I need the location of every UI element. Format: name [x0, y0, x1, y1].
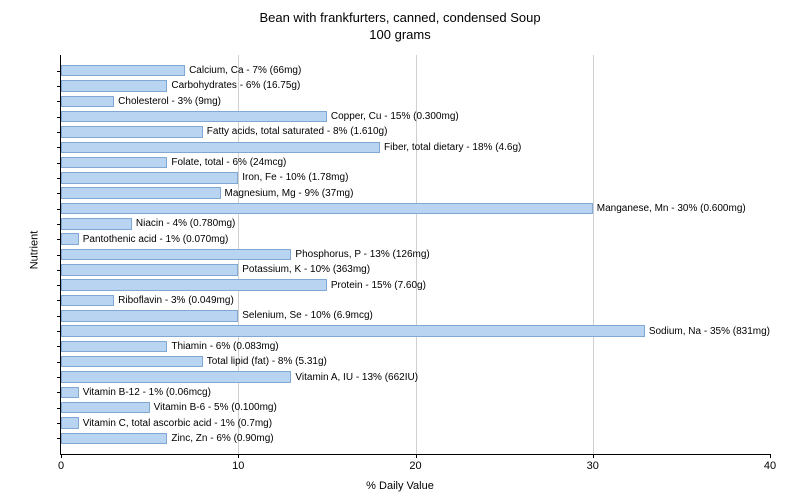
bar-row: Carbohydrates - 6% (16.75g)	[61, 80, 770, 91]
nutrient-bar	[61, 387, 79, 398]
bar-row: Vitamin B-6 - 5% (0.100mg)	[61, 402, 770, 413]
nutrient-bar-label: Folate, total - 6% (24mcg)	[171, 157, 286, 168]
nutrient-bar-label: Iron, Fe - 10% (1.78mg)	[242, 172, 348, 183]
bar-row: Niacin - 4% (0.780mg)	[61, 218, 770, 229]
x-tick-mark	[238, 454, 239, 458]
bar-row: Total lipid (fat) - 8% (5.31g)	[61, 356, 770, 367]
x-tick-mark	[61, 454, 62, 458]
nutrient-bar-label: Riboflavin - 3% (0.049mg)	[118, 295, 234, 306]
bar-row: Magnesium, Mg - 9% (37mg)	[61, 187, 770, 198]
nutrient-bar-label: Fiber, total dietary - 18% (4.6g)	[384, 142, 521, 153]
x-tick-label: 0	[58, 460, 64, 472]
bar-row: Calcium, Ca - 7% (66mg)	[61, 65, 770, 76]
nutrient-bar	[61, 233, 79, 244]
nutrient-bar	[61, 402, 150, 413]
bar-row: Riboflavin - 3% (0.049mg)	[61, 295, 770, 306]
nutrient-chart: Bean with frankfurters, canned, condense…	[0, 0, 800, 500]
bar-row: Iron, Fe - 10% (1.78mg)	[61, 172, 770, 183]
bar-row: Potassium, K - 10% (363mg)	[61, 264, 770, 275]
nutrient-bar-label: Potassium, K - 10% (363mg)	[242, 264, 370, 275]
nutrient-bar	[61, 172, 238, 183]
bar-row: Thiamin - 6% (0.083mg)	[61, 341, 770, 352]
nutrient-bar	[61, 157, 167, 168]
nutrient-bar	[61, 80, 167, 91]
nutrient-bar-label: Niacin - 4% (0.780mg)	[136, 218, 235, 229]
nutrient-bar-label: Carbohydrates - 6% (16.75g)	[171, 80, 300, 91]
x-tick-mark	[593, 454, 594, 458]
nutrient-bar-label: Copper, Cu - 15% (0.300mg)	[331, 111, 459, 122]
nutrient-bar	[61, 295, 114, 306]
nutrient-bar-label: Vitamin A, IU - 13% (662IU)	[295, 372, 418, 383]
nutrient-bar	[61, 310, 238, 321]
bar-row: Vitamin C, total ascorbic acid - 1% (0.7…	[61, 417, 770, 428]
nutrient-bar	[61, 417, 79, 428]
nutrient-bar	[61, 356, 203, 367]
nutrient-bar	[61, 371, 291, 382]
nutrient-bar	[61, 111, 327, 122]
y-axis-label: Nutrient	[28, 231, 40, 270]
nutrient-bar	[61, 325, 645, 336]
nutrient-bar-label: Magnesium, Mg - 9% (37mg)	[225, 188, 354, 199]
bar-row: Pantothenic acid - 1% (0.070mg)	[61, 233, 770, 244]
x-tick-mark	[416, 454, 417, 458]
chart-title: Bean with frankfurters, canned, condense…	[0, 10, 800, 44]
nutrient-bar-label: Calcium, Ca - 7% (66mg)	[189, 65, 301, 76]
plot-area: 010203040Calcium, Ca - 7% (66mg)Carbohyd…	[60, 55, 770, 455]
bar-row: Manganese, Mn - 30% (0.600mg)	[61, 203, 770, 214]
bar-row: Cholesterol - 3% (9mg)	[61, 96, 770, 107]
x-tick-label: 40	[764, 460, 776, 472]
bar-row: Zinc, Zn - 6% (0.90mg)	[61, 433, 770, 444]
nutrient-bar	[61, 187, 221, 198]
chart-title-line1: Bean with frankfurters, canned, condense…	[259, 10, 540, 25]
nutrient-bar-label: Sodium, Na - 35% (831mg)	[649, 326, 770, 337]
nutrient-bar-label: Total lipid (fat) - 8% (5.31g)	[207, 356, 327, 367]
bar-row: Vitamin B-12 - 1% (0.06mcg)	[61, 387, 770, 398]
x-tick-label: 20	[409, 460, 421, 472]
nutrient-bar	[61, 126, 203, 137]
nutrient-bar-label: Thiamin - 6% (0.083mg)	[171, 341, 278, 352]
nutrient-bar-label: Phosphorus, P - 13% (126mg)	[295, 249, 429, 260]
nutrient-bar-label: Zinc, Zn - 6% (0.90mg)	[171, 433, 273, 444]
nutrient-bar-label: Fatty acids, total saturated - 8% (1.610…	[207, 126, 388, 137]
nutrient-bar-label: Vitamin B-12 - 1% (0.06mcg)	[83, 387, 211, 398]
bar-row: Protein - 15% (7.60g)	[61, 279, 770, 290]
nutrient-bar-label: Cholesterol - 3% (9mg)	[118, 96, 221, 107]
nutrient-bar-label: Pantothenic acid - 1% (0.070mg)	[83, 234, 229, 245]
nutrient-bar-label: Vitamin B-6 - 5% (0.100mg)	[154, 402, 277, 413]
nutrient-bar-label: Vitamin C, total ascorbic acid - 1% (0.7…	[83, 418, 272, 429]
x-tick-label: 30	[587, 460, 599, 472]
bar-row: Fatty acids, total saturated - 8% (1.610…	[61, 126, 770, 137]
bar-row: Selenium, Se - 10% (6.9mcg)	[61, 310, 770, 321]
chart-title-line2: 100 grams	[369, 27, 430, 42]
bar-row: Copper, Cu - 15% (0.300mg)	[61, 111, 770, 122]
nutrient-bar	[61, 218, 132, 229]
bar-row: Vitamin A, IU - 13% (662IU)	[61, 371, 770, 382]
nutrient-bar	[61, 249, 291, 260]
nutrient-bar	[61, 264, 238, 275]
nutrient-bar-label: Manganese, Mn - 30% (0.600mg)	[597, 203, 746, 214]
nutrient-bar	[61, 203, 593, 214]
nutrient-bar	[61, 96, 114, 107]
nutrient-bar-label: Selenium, Se - 10% (6.9mcg)	[242, 310, 373, 321]
bar-row: Sodium, Na - 35% (831mg)	[61, 325, 770, 336]
nutrient-bar	[61, 341, 167, 352]
nutrient-bar	[61, 433, 167, 444]
x-tick-label: 10	[232, 460, 244, 472]
nutrient-bar-label: Protein - 15% (7.60g)	[331, 280, 426, 291]
x-tick-mark	[770, 454, 771, 458]
nutrient-bar	[61, 65, 185, 76]
bar-row: Phosphorus, P - 13% (126mg)	[61, 249, 770, 260]
bar-row: Folate, total - 6% (24mcg)	[61, 157, 770, 168]
nutrient-bar	[61, 142, 380, 153]
bar-row: Fiber, total dietary - 18% (4.6g)	[61, 142, 770, 153]
x-axis-label: % Daily Value	[366, 480, 434, 492]
nutrient-bar	[61, 279, 327, 290]
